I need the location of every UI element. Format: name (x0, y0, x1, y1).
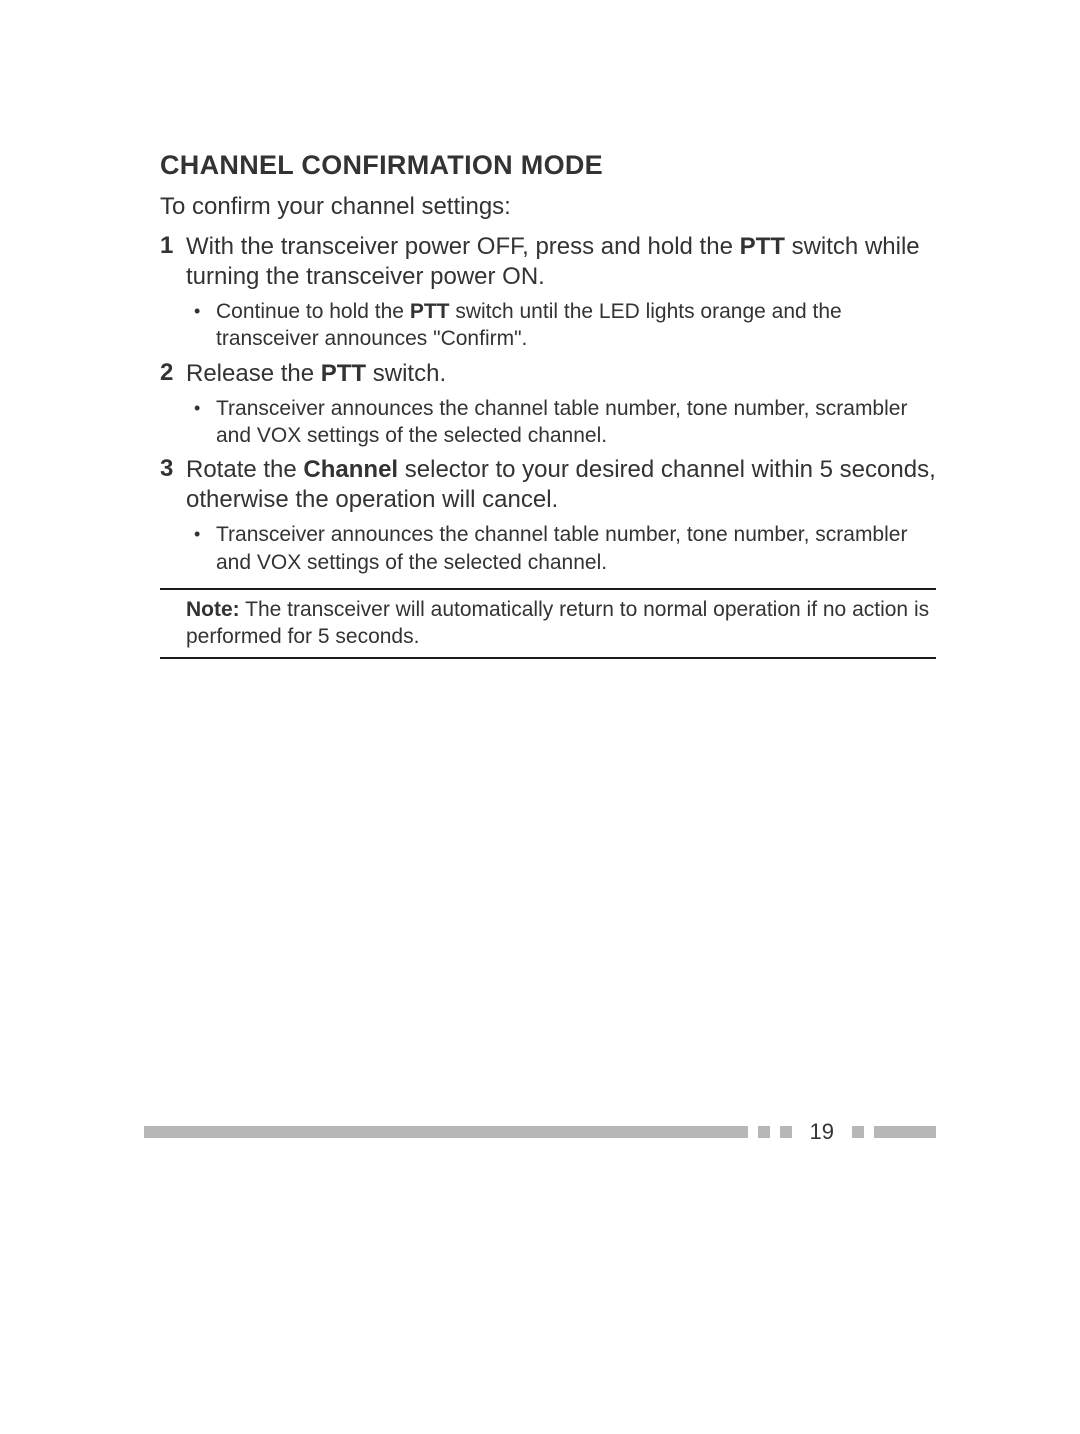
sub-text: Continue to hold the PTT switch until th… (216, 298, 936, 353)
step-text: Release the (186, 360, 321, 387)
sub-text-span: Continue to hold the (216, 300, 410, 323)
note-body: The transceiver will automatically retur… (186, 598, 929, 648)
step-number: 3 (160, 455, 186, 515)
step-text: Rotate the (186, 456, 303, 483)
sub-bold-term: PTT (410, 300, 450, 323)
intro-text: To confirm your channel settings: (160, 191, 936, 222)
step-body: Rotate the Channel selector to your desi… (186, 455, 936, 515)
sub-text: Transceiver announces the channel table … (216, 395, 936, 450)
note-label: Note: (186, 598, 240, 621)
page-number: 19 (810, 1119, 834, 1145)
sub-text-span: Transceiver announces the channel table … (216, 397, 907, 447)
bullet-icon: • (194, 298, 216, 353)
step-subitem: •Transceiver announces the channel table… (194, 521, 936, 576)
note-text: Note: The transceiver will automatically… (160, 596, 936, 651)
step-number: 1 (160, 232, 186, 292)
footer-square (758, 1126, 770, 1138)
step-item: 3Rotate the Channel selector to your des… (160, 455, 936, 515)
sub-text: Transceiver announces the channel table … (216, 521, 936, 576)
bullet-icon: • (194, 521, 216, 576)
step-body: With the transceiver power OFF, press an… (186, 232, 936, 292)
step-bold-term: PTT (740, 233, 785, 260)
page-footer: 19 (144, 1122, 936, 1142)
step-subitem: •Continue to hold the PTT switch until t… (194, 298, 936, 353)
section-heading: CHANNEL CONFIRMATION MODE (160, 150, 936, 181)
step-body: Release the PTT switch. (186, 359, 936, 389)
step-item: 1With the transceiver power OFF, press a… (160, 232, 936, 292)
step-subitem: •Transceiver announces the channel table… (194, 395, 936, 450)
step-item: 2Release the PTT switch. (160, 359, 936, 389)
step-bold-term: PTT (321, 360, 366, 387)
bullet-icon: • (194, 395, 216, 450)
sub-text-span: Transceiver announces the channel table … (216, 523, 907, 573)
step-number: 2 (160, 359, 186, 389)
footer-bar-right (874, 1126, 936, 1138)
footer-square (852, 1126, 864, 1138)
steps-list: 1With the transceiver power OFF, press a… (160, 232, 936, 576)
step-bold-term: Channel (303, 456, 398, 483)
footer-square (780, 1126, 792, 1138)
step-text: With the transceiver power OFF, press an… (186, 233, 740, 260)
step-text: switch. (366, 360, 446, 387)
note-box: Note: The transceiver will automatically… (160, 588, 936, 659)
footer-bar-left (144, 1126, 748, 1138)
manual-page: CHANNEL CONFIRMATION MODE To confirm you… (0, 0, 1080, 1434)
